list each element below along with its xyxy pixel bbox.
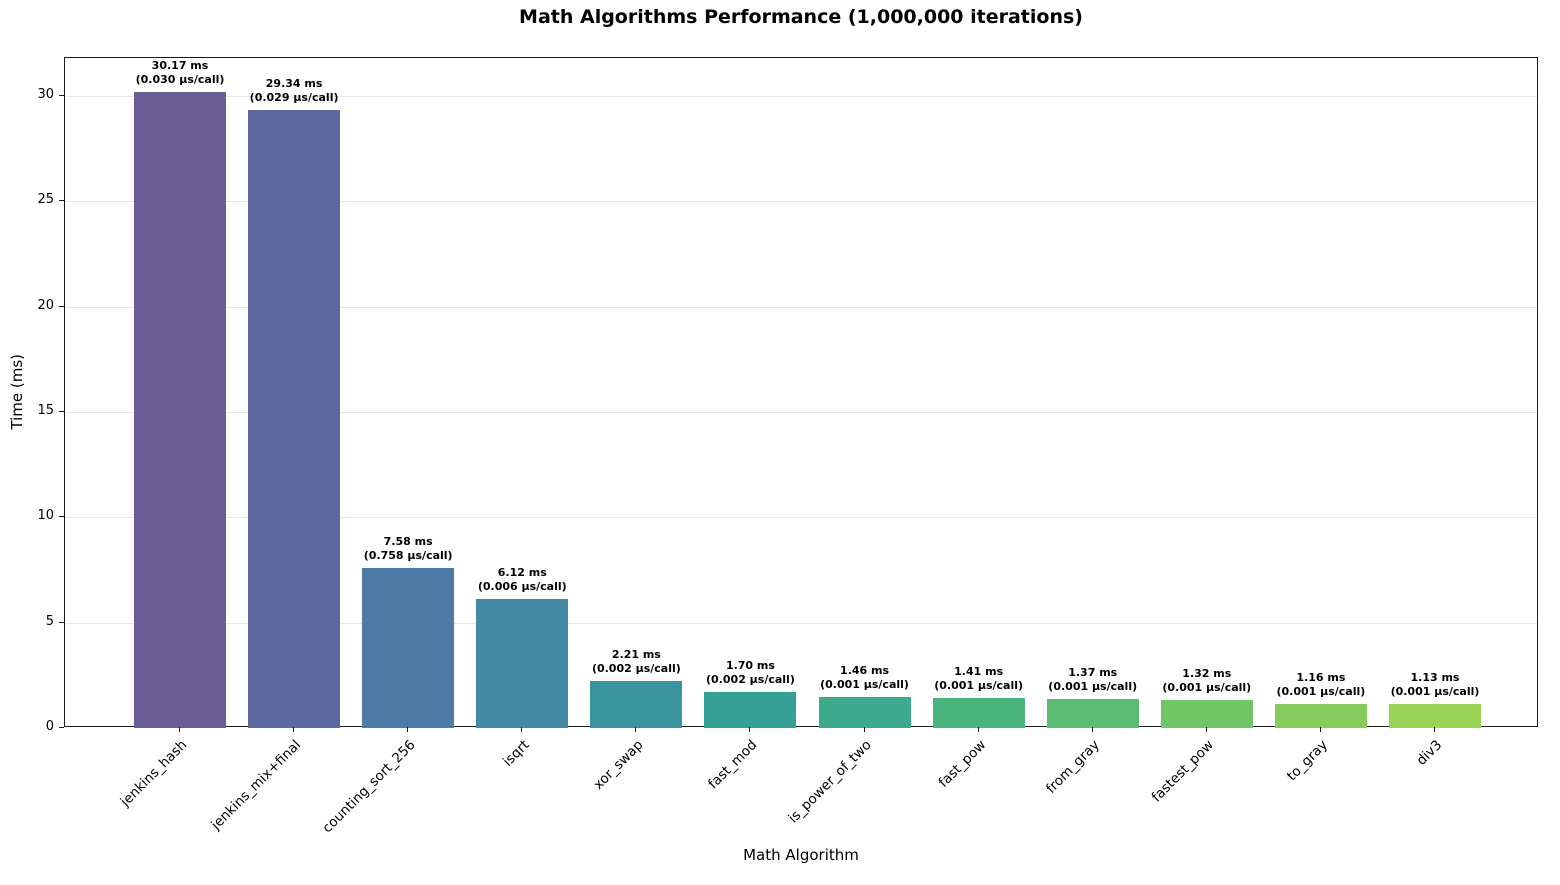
bar-value-label: 1.16 ms (0.001 µs/call) bbox=[1276, 671, 1365, 699]
x-tick-label-to_gray: to_gray bbox=[1284, 737, 1332, 785]
x-tick-mark bbox=[521, 727, 523, 732]
bar-value-time: 2.21 ms bbox=[611, 648, 661, 662]
bar-jenkins_hash bbox=[134, 92, 226, 728]
bar-value-time: 29.34 ms bbox=[265, 76, 323, 90]
y-tick-mark bbox=[59, 516, 64, 518]
y-tick-mark bbox=[59, 621, 64, 623]
x-tick-mark bbox=[293, 727, 295, 732]
x-tick-label-isqrt: isqrt bbox=[499, 737, 533, 770]
x-tick-mark bbox=[1433, 727, 1435, 732]
bar-value-time: 1.46 ms bbox=[840, 664, 890, 678]
bar-counting_sort_256 bbox=[362, 568, 455, 728]
x-tick-mark bbox=[977, 727, 979, 732]
chart-title: Math Algorithms Performance (1,000,000 i… bbox=[519, 6, 1083, 28]
bar-is_power_of_two bbox=[818, 697, 911, 728]
bar-value-label: 1.32 ms (0.001 µs/call) bbox=[1162, 667, 1251, 695]
bar-value-label: 1.70 ms (0.002 µs/call) bbox=[706, 659, 795, 687]
bar-value-time: 1.41 ms bbox=[954, 665, 1004, 679]
bar-value-label: 6.12 ms (0.006 µs/call) bbox=[478, 566, 567, 594]
x-tick-label-xor_swap: xor_swap bbox=[590, 737, 647, 793]
bar-value-per-call: (0.758 µs/call) bbox=[363, 549, 453, 563]
y-tick-mark bbox=[59, 200, 64, 202]
bar-value-per-call: (0.029 µs/call) bbox=[249, 90, 339, 104]
bar-value-time: 30.17 ms bbox=[151, 59, 209, 73]
bar-value-label: 7.58 ms (0.758 µs/call) bbox=[364, 535, 453, 563]
y-tick-label: 20 bbox=[37, 297, 54, 313]
x-tick-mark bbox=[179, 727, 180, 732]
bar-from_gray bbox=[1046, 699, 1139, 728]
bar-value-per-call: (0.002 µs/call) bbox=[591, 662, 681, 676]
bar-jenkins_mix+final bbox=[248, 109, 341, 728]
x-tick-mark bbox=[1205, 727, 1207, 732]
bar-fast_pow bbox=[932, 698, 1025, 728]
bar-value-per-call: (0.030 µs/call) bbox=[135, 73, 225, 87]
y-tick-label: 15 bbox=[37, 402, 54, 418]
y-tick-label: 10 bbox=[37, 508, 54, 524]
x-tick-label-fastest_pow: fastest_pow bbox=[1148, 737, 1218, 806]
bar-value-time: 1.16 ms bbox=[1296, 670, 1346, 684]
bar-fastest_pow bbox=[1160, 700, 1253, 728]
bar-value-per-call: (0.001 µs/call) bbox=[1048, 680, 1138, 694]
y-tick-label: 25 bbox=[37, 192, 54, 208]
x-tick-label-is_power_of_two: is_power_of_two bbox=[785, 737, 875, 827]
x-tick-mark bbox=[863, 727, 865, 732]
x-tick-mark bbox=[407, 727, 409, 732]
bar-value-label: 1.41 ms (0.001 µs/call) bbox=[934, 665, 1023, 693]
bar-div3 bbox=[1388, 704, 1481, 728]
gridline bbox=[65, 622, 1537, 624]
bar-isqrt bbox=[476, 599, 569, 728]
x-tick-mark bbox=[1091, 727, 1093, 732]
y-tick-mark bbox=[59, 94, 64, 96]
bar-xor_swap bbox=[590, 681, 683, 728]
bar-value-label: 1.46 ms (0.001 µs/call) bbox=[820, 664, 909, 692]
x-axis-label: Math Algorithm bbox=[743, 846, 859, 864]
bar-value-time: 7.58 ms bbox=[383, 535, 433, 549]
gridline bbox=[65, 95, 1537, 97]
x-tick-mark bbox=[1319, 727, 1321, 732]
y-tick-mark bbox=[59, 305, 64, 307]
gridline bbox=[65, 517, 1537, 519]
x-tick-label-fast_mod: fast_mod bbox=[705, 737, 761, 793]
x-tick-mark bbox=[635, 727, 637, 732]
bar-value-label: 30.17 ms (0.030 µs/call) bbox=[136, 59, 225, 87]
bar-value-per-call: (0.001 µs/call) bbox=[1276, 684, 1366, 698]
bar-value-label: 2.21 ms (0.002 µs/call) bbox=[592, 648, 681, 676]
bar-value-time: 6.12 ms bbox=[497, 566, 547, 580]
y-tick-label: 0 bbox=[45, 719, 54, 734]
gridline bbox=[65, 201, 1537, 203]
bar-value-per-call: (0.001 µs/call) bbox=[1162, 681, 1252, 695]
bar-value-label: 29.34 ms (0.029 µs/call) bbox=[250, 77, 339, 105]
y-tick-label: 5 bbox=[45, 613, 54, 629]
x-tick-label-jenkins_hash: jenkins_hash bbox=[117, 737, 191, 810]
x-tick-label-jenkins_mix+final: jenkins_mix+final bbox=[208, 737, 305, 834]
bar-value-per-call: (0.006 µs/call) bbox=[477, 580, 567, 594]
x-tick-label-div3: div3 bbox=[1413, 737, 1446, 769]
bar-value-per-call: (0.001 µs/call) bbox=[934, 679, 1024, 693]
gridline bbox=[65, 306, 1537, 308]
bar-value-per-call: (0.002 µs/call) bbox=[706, 673, 795, 687]
y-tick-label: 30 bbox=[37, 86, 54, 102]
gridline bbox=[65, 411, 1537, 413]
y-tick-mark bbox=[59, 727, 64, 728]
bar-value-time: 1.32 ms bbox=[1182, 667, 1232, 681]
x-tick-label-counting_sort_256: counting_sort_256 bbox=[319, 737, 419, 837]
bar-value-label: 1.37 ms (0.001 µs/call) bbox=[1048, 666, 1137, 694]
y-tick-mark bbox=[59, 410, 64, 412]
bar-value-per-call: (0.001 µs/call) bbox=[820, 678, 909, 692]
bar-value-time: 1.13 ms bbox=[1410, 671, 1460, 685]
bar-fast_mod bbox=[704, 692, 797, 728]
bar-value-label: 1.13 ms (0.001 µs/call) bbox=[1391, 671, 1480, 699]
bar-value-time: 1.37 ms bbox=[1068, 666, 1118, 680]
x-tick-label-from_gray: from_gray bbox=[1043, 737, 1104, 797]
x-tick-mark bbox=[749, 727, 751, 732]
bar-to_gray bbox=[1274, 703, 1367, 728]
plot-area: 30.17 ms (0.030 µs/call) 29.34 ms (0.029 µs… bbox=[64, 57, 1538, 728]
x-tick-label-fast_pow: fast_pow bbox=[935, 737, 989, 791]
bar-value-per-call: (0.001 µs/call) bbox=[1390, 685, 1480, 699]
bar-value-time: 1.70 ms bbox=[725, 659, 775, 673]
